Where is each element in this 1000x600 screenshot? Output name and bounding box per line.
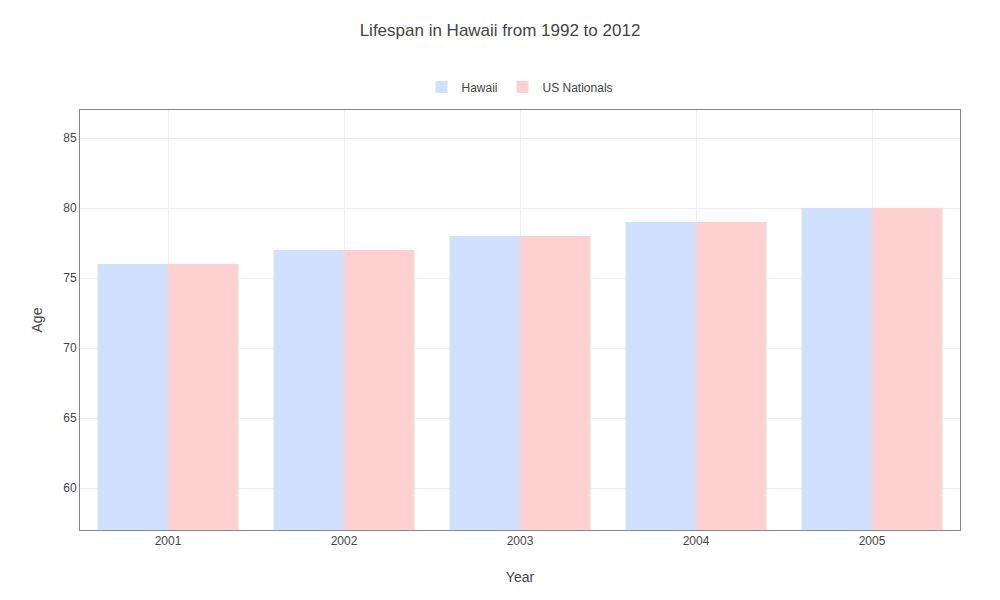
- svg-text:2005: 2005: [859, 534, 886, 548]
- svg-text:2004: 2004: [683, 534, 710, 548]
- svg-text:85: 85: [63, 131, 77, 145]
- svg-text:US Nationals: US Nationals: [543, 81, 613, 95]
- svg-text:Age: Age: [29, 307, 45, 332]
- svg-text:2002: 2002: [331, 534, 358, 548]
- svg-text:2001: 2001: [155, 534, 182, 548]
- svg-text:80: 80: [63, 201, 77, 215]
- svg-text:60: 60: [63, 481, 77, 495]
- svg-text:Lifespan in Hawaii from 1992 t: Lifespan in Hawaii from 1992 to 2012: [360, 21, 641, 40]
- svg-text:75: 75: [63, 271, 77, 285]
- svg-text:Year: Year: [506, 569, 535, 585]
- svg-text:70: 70: [63, 341, 77, 355]
- svg-text:Hawaii: Hawaii: [462, 81, 498, 95]
- svg-text:2003: 2003: [507, 534, 534, 548]
- svg-text:65: 65: [63, 411, 77, 425]
